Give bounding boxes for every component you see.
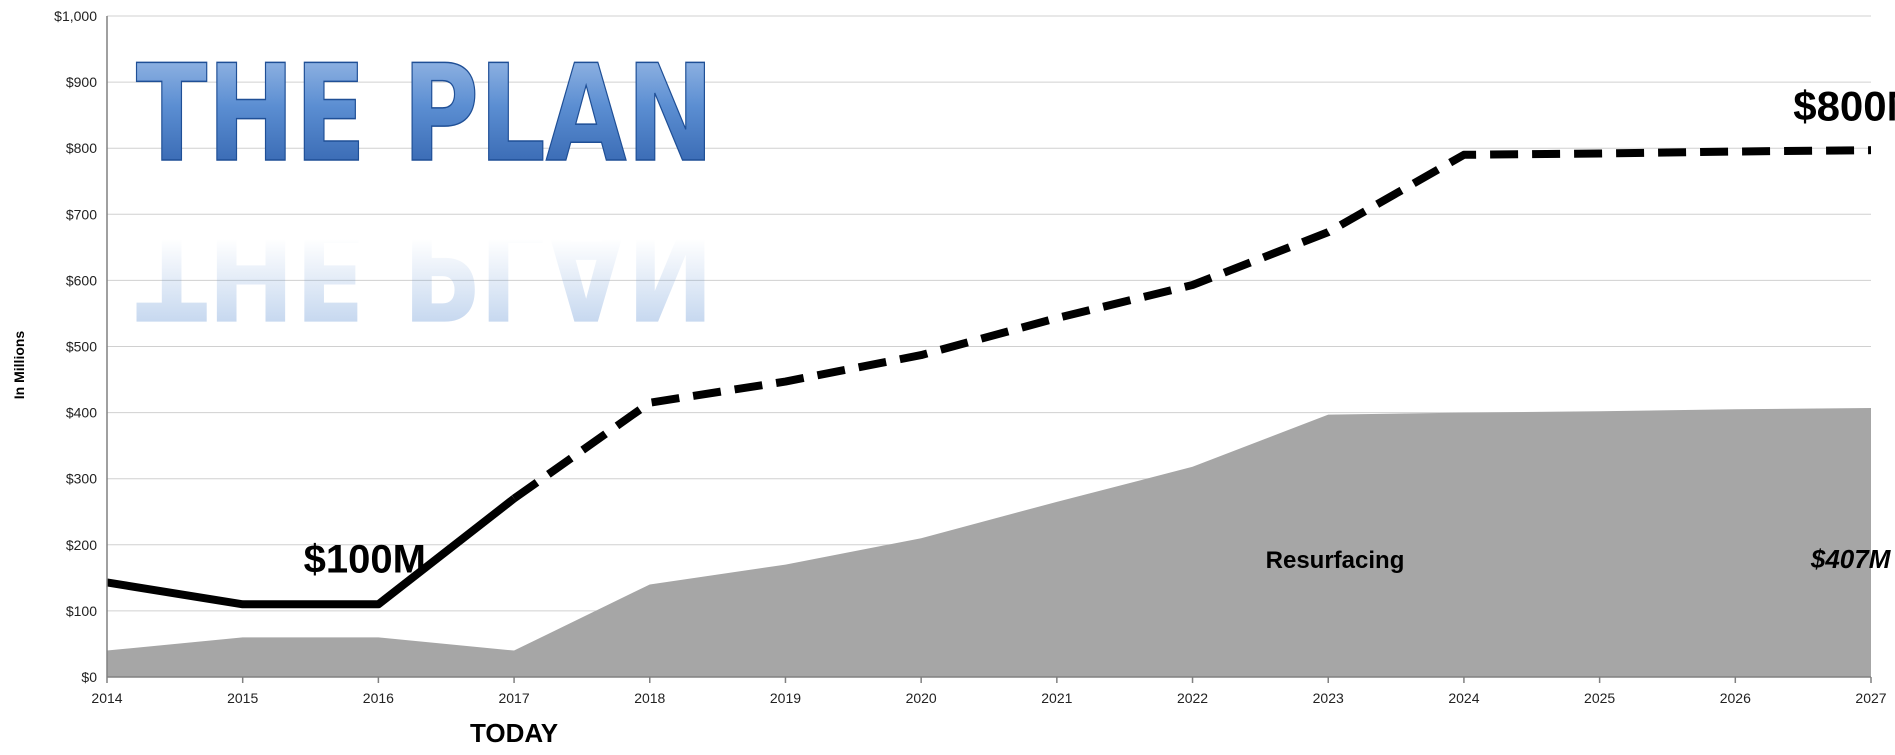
x-tick-label: 2016 bbox=[363, 690, 394, 706]
resurfacing-value-label: $407M bbox=[1810, 544, 1892, 574]
y-tick-label: $300 bbox=[66, 471, 97, 487]
y-tick-label: $600 bbox=[66, 272, 97, 288]
plan-line-layer bbox=[106, 146, 1872, 609]
y-axis-title: In Millions bbox=[11, 331, 27, 400]
end-value-label: $800M bbox=[1793, 82, 1895, 129]
axes: $0 $100 $200 $300 $400 $500 $600 $700 $800 $900 $1… bbox=[54, 8, 1887, 706]
y-tick-label: $800 bbox=[66, 140, 97, 156]
y-tick-label: $200 bbox=[66, 537, 97, 553]
x-tick-label: 2020 bbox=[906, 690, 937, 706]
x-tick-label: 2015 bbox=[227, 690, 258, 706]
x-tick-label: 2022 bbox=[1177, 690, 1208, 706]
actual-plan-line bbox=[106, 495, 517, 609]
y-tick-label: $100 bbox=[66, 603, 97, 619]
chart-title: THE PLAN bbox=[136, 36, 714, 192]
resurfacing-series-label: Resurfacing bbox=[1266, 547, 1405, 574]
y-tick-label: $500 bbox=[66, 339, 97, 355]
y-tick-label: $1,000 bbox=[54, 8, 97, 24]
x-tick-label: 2027 bbox=[1855, 690, 1886, 706]
y-tick-label: $400 bbox=[66, 405, 97, 421]
today-label: TODAY bbox=[470, 718, 558, 748]
x-tick-label: 2014 bbox=[91, 690, 122, 706]
x-tick-label: 2018 bbox=[634, 690, 665, 706]
start-value-label: $100M bbox=[304, 538, 426, 582]
x-tick-label: 2025 bbox=[1584, 690, 1615, 706]
x-tick-label: 2024 bbox=[1448, 690, 1479, 706]
x-tick-label: 2023 bbox=[1313, 690, 1344, 706]
y-tick-label: $900 bbox=[66, 74, 97, 90]
projected-plan-line bbox=[511, 146, 1872, 502]
resurfacing-area bbox=[107, 407, 1871, 677]
chart-title-reflection: THE PLAN bbox=[136, 192, 714, 348]
y-tick-label: $700 bbox=[66, 206, 97, 222]
x-tick-label: 2026 bbox=[1720, 690, 1751, 706]
y-tick-label: $0 bbox=[81, 669, 97, 685]
x-tick-label: 2019 bbox=[770, 690, 801, 706]
gridlines bbox=[107, 15, 1871, 612]
x-tick-label: 2021 bbox=[1041, 690, 1072, 706]
x-tick-label: 2017 bbox=[498, 690, 529, 706]
resurfacing-area-layer bbox=[107, 407, 1871, 677]
